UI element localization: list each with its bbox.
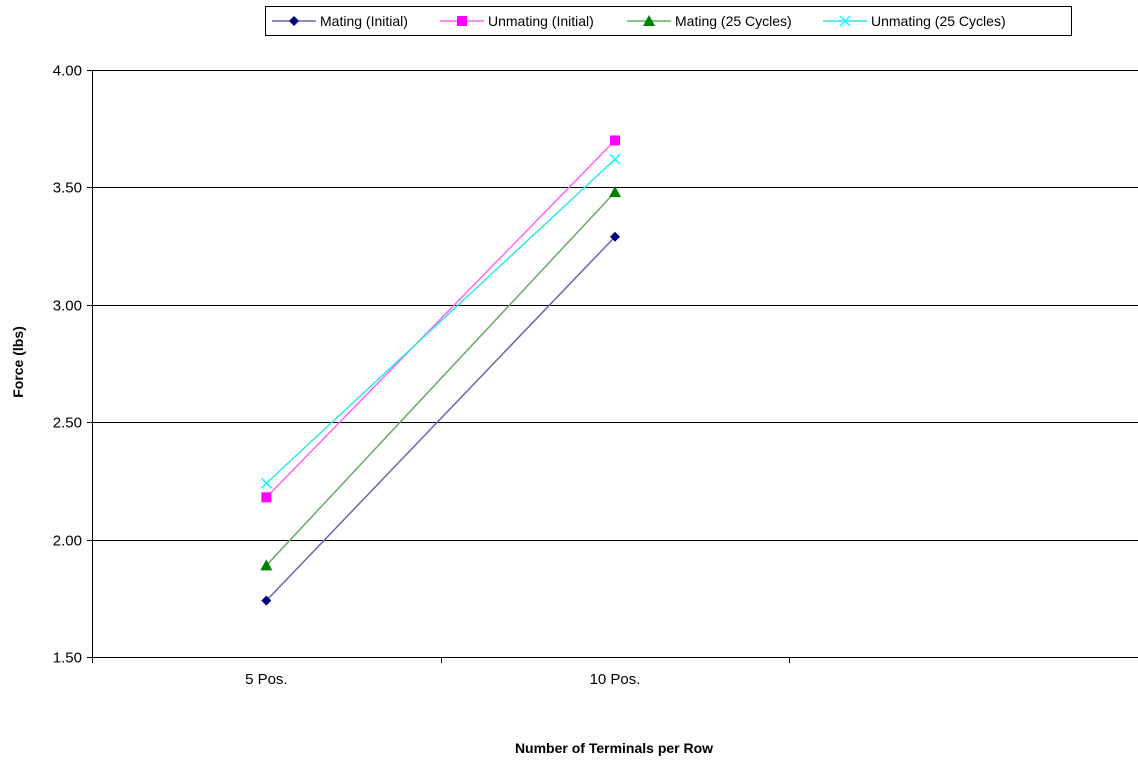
legend: Mating (Initial) Unmating (Initial) Mating… — [265, 6, 1072, 36]
series — [261, 231, 620, 606]
data-point — [289, 16, 299, 26]
data-point — [610, 135, 620, 146]
data-point — [610, 231, 620, 242]
series — [261, 135, 620, 503]
data-point — [261, 595, 272, 606]
gridlines — [92, 70, 1138, 541]
y-tick-label: 3.50 — [53, 180, 82, 197]
legend-entry: Mating (25 Cycles) — [627, 13, 792, 29]
legend-label: Unmating (25 Cycles) — [871, 13, 1006, 29]
series-line — [265, 191, 616, 566]
data-point — [261, 492, 272, 503]
data-point — [609, 153, 621, 165]
y-tick-label: 4.00 — [53, 63, 82, 80]
data-point — [260, 559, 273, 571]
axes: 1.50 2.00 2.50 3.00 3.50 4.00 5 Pos. 10 Pos. — [53, 63, 1138, 688]
y-tick-label: 2.00 — [53, 533, 82, 550]
x-tick-label: 5 Pos. — [245, 671, 288, 688]
y-tick-label: 3.00 — [53, 298, 82, 315]
data-point — [609, 186, 621, 198]
data-point — [839, 15, 851, 27]
series — [260, 153, 621, 489]
y-tick-label: 1.50 — [53, 650, 82, 667]
legend-entry: Unmating (Initial) — [440, 13, 594, 29]
y-axis-title: Force (lbs) — [10, 326, 26, 398]
series-group — [260, 135, 621, 606]
legend-entry: Unmating (25 Cycles) — [823, 13, 1006, 29]
series-line — [265, 236, 616, 602]
series — [260, 186, 621, 571]
legend-label: Mating (Initial) — [320, 13, 408, 29]
legend-label: Unmating (Initial) — [488, 13, 594, 29]
x-axis-title: Number of Terminals per Row — [515, 740, 713, 756]
legend-entry: Mating (Initial) — [272, 13, 408, 29]
x-tick-label: 10 Pos. — [590, 671, 641, 688]
y-tick-label: 2.50 — [53, 415, 82, 432]
series-line — [265, 139, 616, 498]
data-point — [457, 16, 467, 26]
series-line — [265, 158, 616, 484]
data-point — [260, 477, 272, 489]
legend-label: Mating (25 Cycles) — [675, 13, 792, 29]
data-point — [643, 15, 655, 26]
